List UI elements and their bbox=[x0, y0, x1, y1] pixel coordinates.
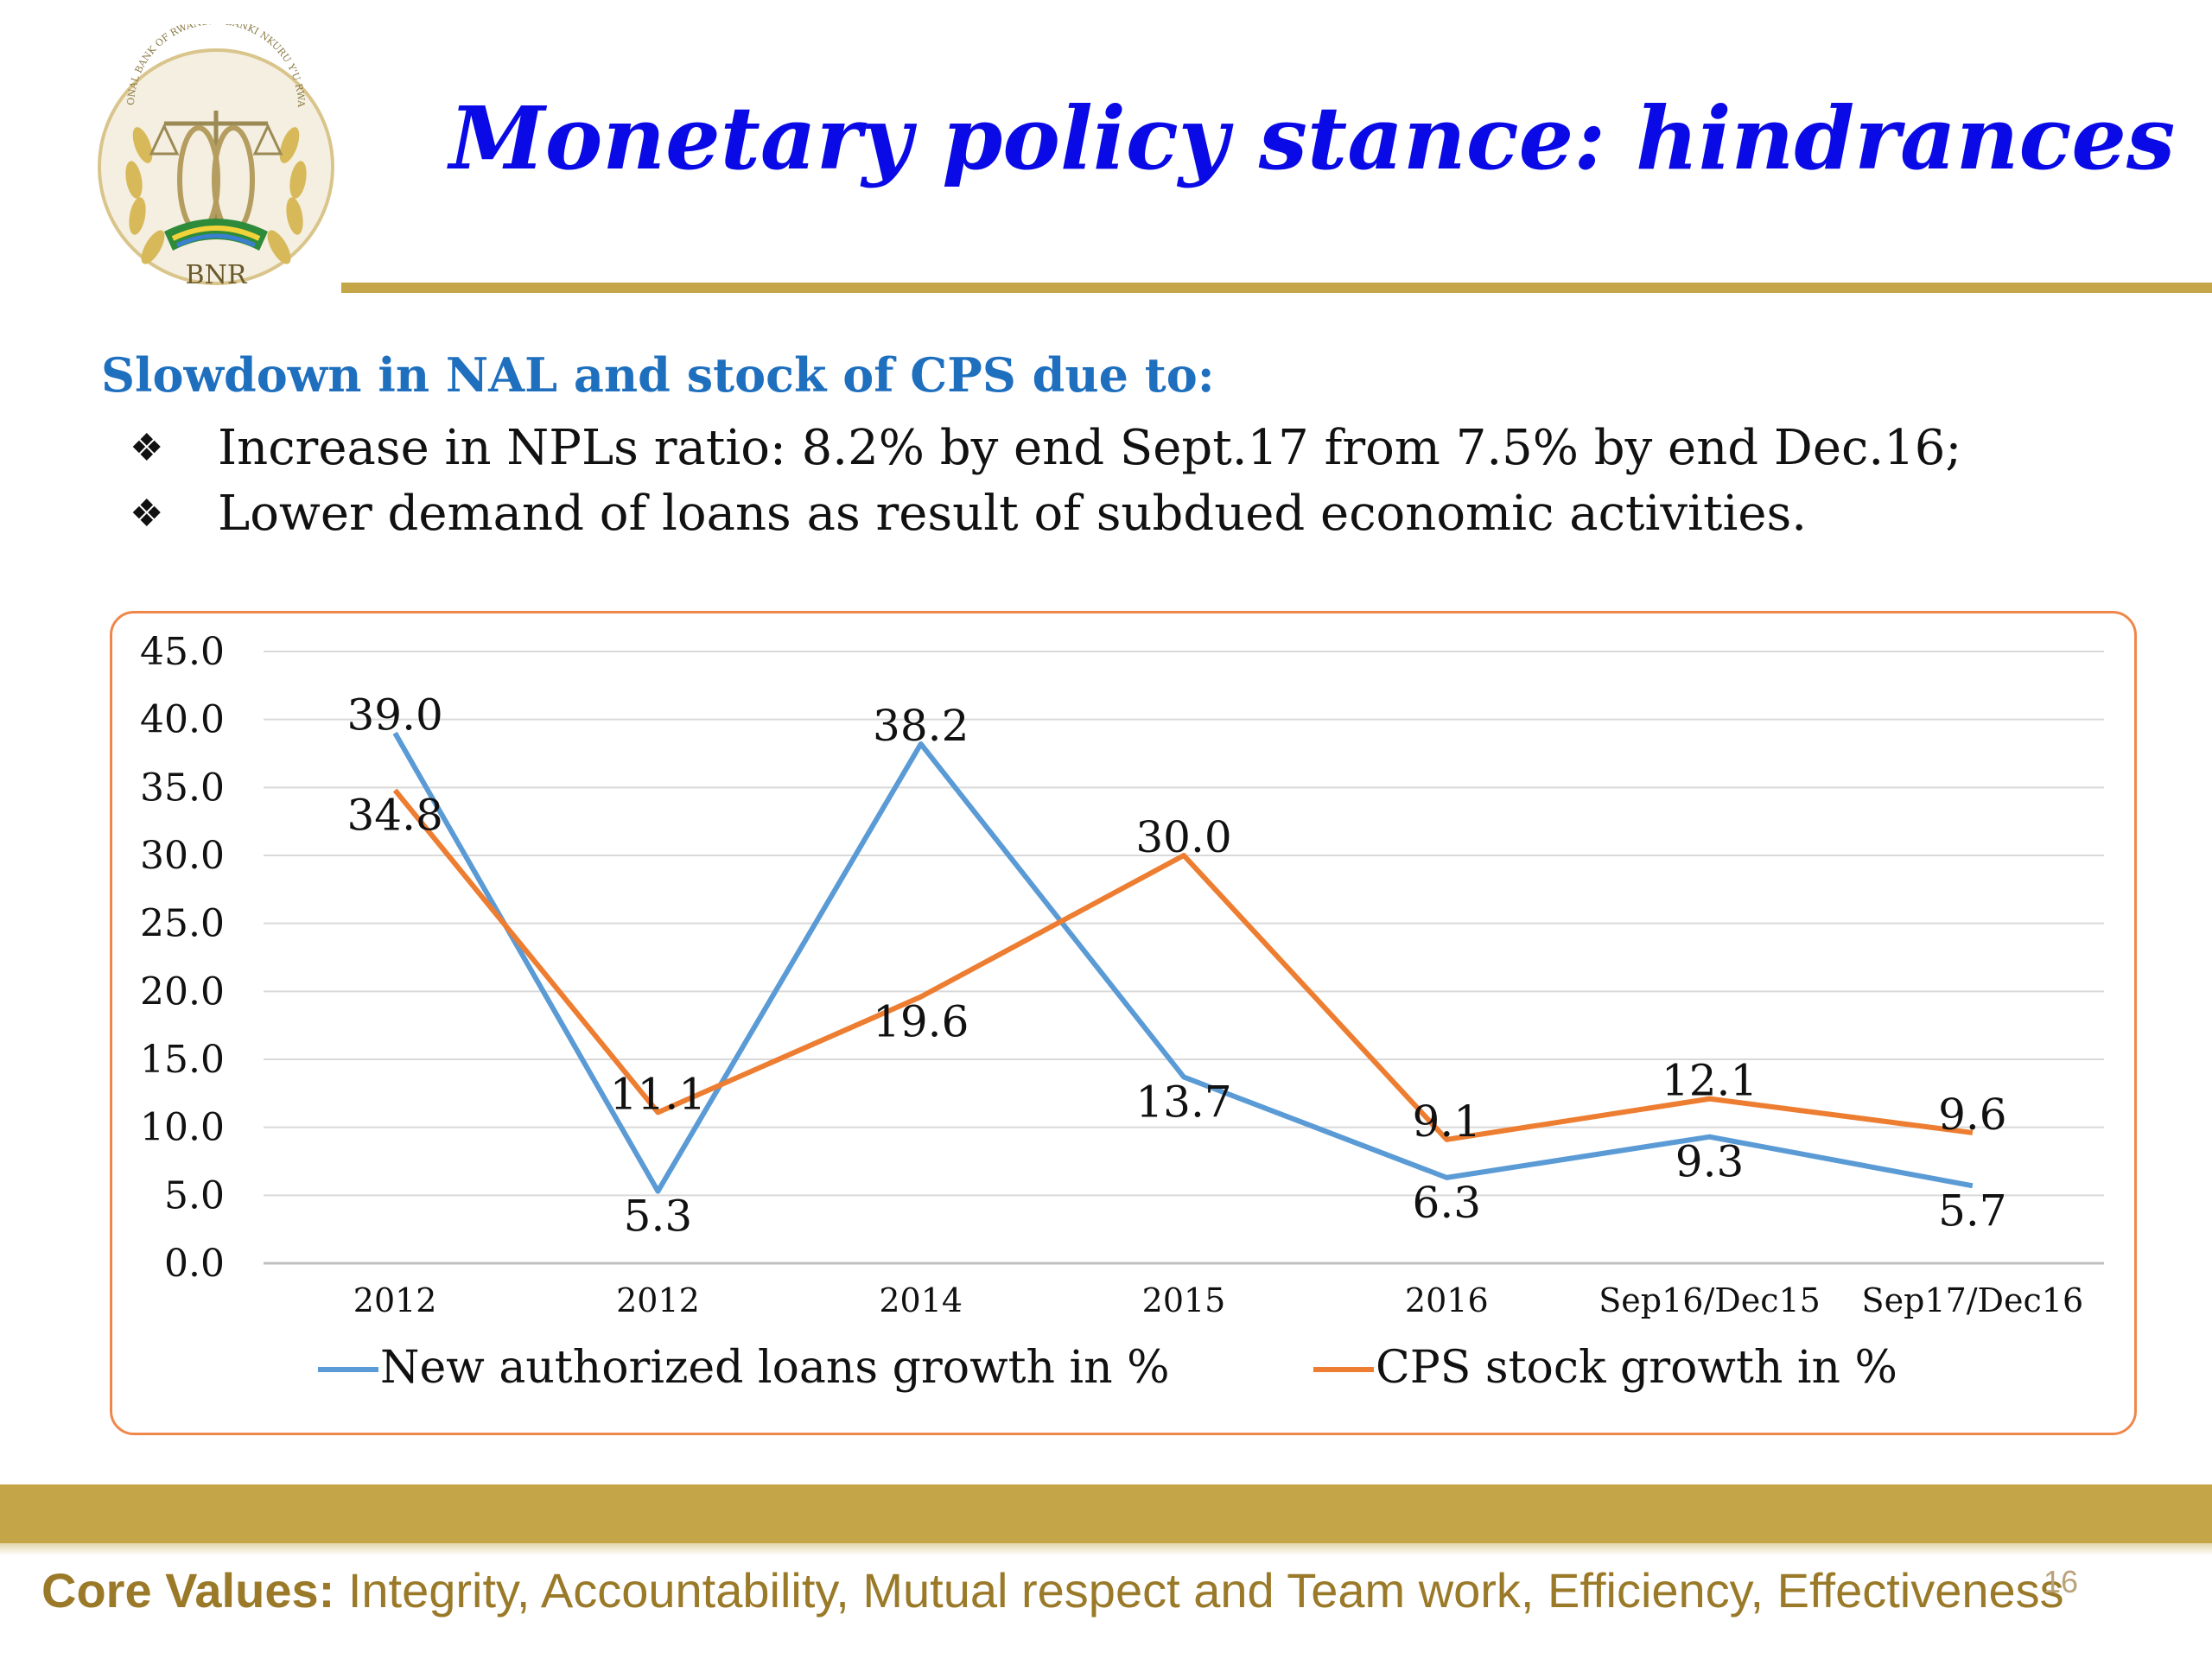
y-tick-label: 20.0 bbox=[140, 969, 225, 1014]
x-tick-label: 2016 bbox=[1405, 1281, 1489, 1319]
y-tick-label: 45.0 bbox=[140, 630, 225, 674]
data-label: 38.2 bbox=[873, 701, 969, 751]
data-label: 12.1 bbox=[1662, 1056, 1758, 1106]
y-tick-label: 35.0 bbox=[140, 766, 225, 810]
data-label: 11.1 bbox=[610, 1069, 706, 1119]
bullet-item: ❖ Increase in NPLs ratio: 8.2% by end Se… bbox=[130, 415, 1961, 480]
y-tick-label: 10.0 bbox=[140, 1106, 225, 1150]
legend-label-loans: New authorized loans growth in % bbox=[380, 1342, 1170, 1394]
data-label: 13.7 bbox=[1135, 1077, 1231, 1127]
legend-label-cps: CPS stock growth in % bbox=[1376, 1342, 1897, 1394]
footer-band bbox=[0, 1484, 2212, 1543]
x-tick-label: 2012 bbox=[353, 1281, 437, 1319]
y-tick-label: 15.0 bbox=[140, 1038, 225, 1082]
x-tick-label: Sep16/Dec15 bbox=[1599, 1281, 1821, 1319]
data-label: 19.6 bbox=[873, 997, 969, 1047]
title-divider bbox=[341, 283, 2212, 293]
x-tick-label: 2014 bbox=[879, 1281, 963, 1319]
core-values-text: Integrity, Accountability, Mutual respec… bbox=[334, 1563, 2064, 1618]
core-values-label: Core Values: bbox=[41, 1563, 335, 1618]
data-label: 5.3 bbox=[624, 1192, 693, 1242]
footer-shadow bbox=[0, 1543, 2212, 1555]
bnr-logo: NATIONAL BANK OF RWANDA · BANKI NKURU Y'… bbox=[82, 24, 334, 290]
y-tick-label: 30.0 bbox=[140, 834, 225, 878]
bullet-list: ❖ Increase in NPLs ratio: 8.2% by end Se… bbox=[130, 415, 1961, 546]
data-label: 6.3 bbox=[1413, 1178, 1482, 1228]
data-label: 34.8 bbox=[346, 790, 442, 840]
diamond-bullet-icon: ❖ bbox=[130, 425, 164, 470]
x-tick-label: 2015 bbox=[1142, 1281, 1226, 1319]
data-label: 9.1 bbox=[1413, 1096, 1482, 1147]
page-number: 16 bbox=[2044, 1564, 2079, 1599]
y-tick-label: 25.0 bbox=[140, 902, 225, 946]
bullet-item: ❖ Lower demand of loans as result of sub… bbox=[130, 480, 1961, 546]
data-label: 9.3 bbox=[1675, 1137, 1745, 1187]
chart-frame: 0.0 5.0 10.0 15.0 20.0 25.0 30.0 35.0 40.0 45.0 20… bbox=[110, 611, 2137, 1435]
cps-growth-line bbox=[392, 788, 1974, 1142]
x-tick-label: 2012 bbox=[616, 1281, 700, 1319]
section-subtitle: Slowdown in NAL and stock of CPS due to: bbox=[101, 347, 1215, 403]
data-label: 39.0 bbox=[346, 690, 442, 740]
bullet-text: Lower demand of loans as result of subdu… bbox=[218, 485, 1808, 542]
line-chart: 0.0 5.0 10.0 15.0 20.0 25.0 30.0 35.0 40.0 45.0 20… bbox=[140, 630, 2104, 1394]
y-tick-label: 5.0 bbox=[164, 1173, 225, 1217]
x-tick-label: Sep17/Dec16 bbox=[1862, 1281, 2084, 1319]
diamond-bullet-icon: ❖ bbox=[130, 491, 164, 536]
data-label: 9.6 bbox=[1938, 1090, 2007, 1140]
data-label: 30.0 bbox=[1135, 812, 1231, 862]
y-tick-label: 40.0 bbox=[140, 698, 225, 742]
data-label: 5.7 bbox=[1938, 1185, 2007, 1236]
logo-text: BNR bbox=[186, 260, 248, 290]
loans-growth-line bbox=[392, 731, 1974, 1194]
core-values-footer: Core Values: Integrity, Accountability, … bbox=[41, 1562, 2064, 1618]
slide-title: Monetary policy stance: hindrances bbox=[449, 87, 2176, 189]
y-tick-label: 0.0 bbox=[164, 1242, 225, 1286]
bullet-text: Increase in NPLs ratio: 8.2% by end Sept… bbox=[218, 419, 1962, 476]
